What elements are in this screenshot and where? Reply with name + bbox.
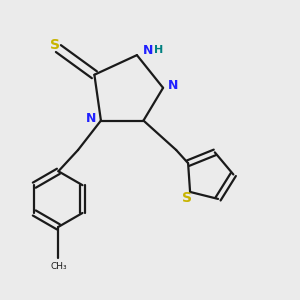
Text: N: N: [143, 44, 154, 57]
Text: S: S: [50, 38, 60, 52]
Text: H: H: [154, 45, 163, 55]
Text: CH₃: CH₃: [50, 262, 67, 271]
Text: N: N: [86, 112, 96, 125]
Text: N: N: [168, 79, 178, 92]
Text: S: S: [182, 191, 192, 206]
